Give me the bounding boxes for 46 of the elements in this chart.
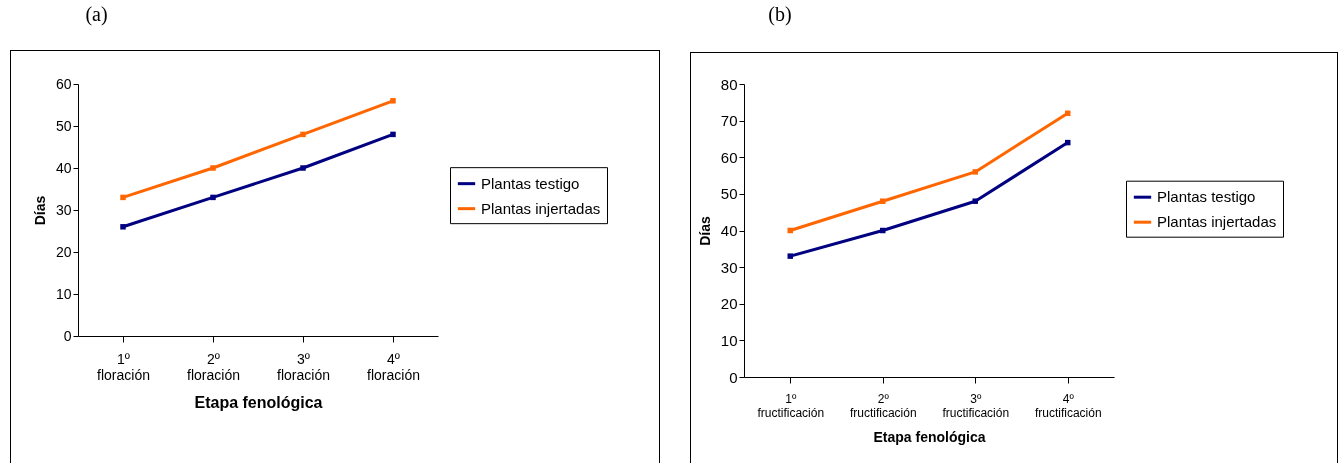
y-axis-title: Días <box>31 195 48 226</box>
legend-label: Plantas testigo <box>1157 188 1256 206</box>
y-tick-label: 50 <box>720 185 738 203</box>
y-tick-label: 30 <box>720 258 738 276</box>
legend-label: Plantas testigo <box>481 174 580 192</box>
y-tick-label: 80 <box>720 75 738 93</box>
x-tick-label: 2º fructificación <box>849 391 917 420</box>
x-tick-label: 1º fructificación <box>757 391 825 420</box>
point <box>300 131 306 138</box>
y-tick-label: 10 <box>55 285 72 302</box>
y-tick-label: 60 <box>55 75 72 92</box>
point <box>300 165 306 171</box>
point <box>787 253 793 259</box>
y-tick-label: 10 <box>720 331 738 349</box>
point <box>390 131 396 138</box>
x-tick-label: 4º fructificación <box>1034 391 1102 420</box>
y-tick-label: 70 <box>720 112 738 130</box>
y-tick-label: 0 <box>729 368 738 386</box>
y-tick-label: 20 <box>720 295 738 313</box>
point <box>880 198 886 204</box>
point <box>972 198 978 204</box>
x-tick-label: 3º floración <box>277 350 330 383</box>
x-axis-title: Etapa fenológica <box>873 428 986 445</box>
point <box>210 194 216 201</box>
point <box>120 194 126 201</box>
y-tick-label: 60 <box>720 148 738 166</box>
y-tick-label: 0 <box>63 327 72 344</box>
y-tick-label: 50 <box>55 117 72 134</box>
x-tick-label: 3º fructificación <box>942 391 1010 420</box>
point <box>210 165 216 171</box>
y-tick-label: 40 <box>55 159 72 176</box>
y-axis-title: Días <box>696 216 713 246</box>
point <box>120 224 126 230</box>
chart-title: (a) <box>85 3 108 26</box>
y-tick-label: 20 <box>55 243 72 260</box>
point <box>972 169 978 175</box>
y-tick-label: 30 <box>55 201 72 218</box>
y-tick-label: 40 <box>720 222 738 239</box>
legend-label: Plantas injertadas <box>481 199 601 217</box>
x-axis-title: Etapa fenológica <box>194 393 323 411</box>
point <box>390 98 396 104</box>
x-tick-label: 1º floración <box>97 350 150 383</box>
legend-label: Plantas injertadas <box>1157 213 1277 231</box>
x-tick-label: 4º floración <box>367 350 420 383</box>
chart-title: (b) <box>768 3 792 26</box>
x-tick-label: 2º floración <box>187 350 240 383</box>
